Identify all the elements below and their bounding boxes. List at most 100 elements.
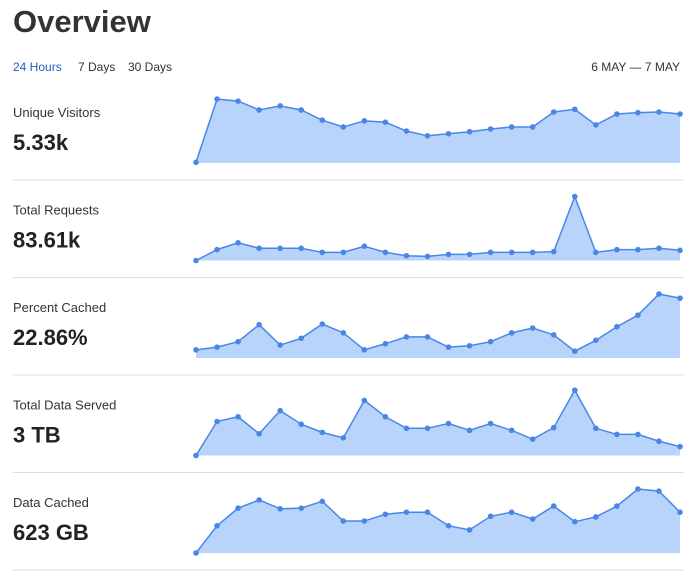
point: [593, 122, 599, 128]
point: [466, 527, 473, 533]
metric-label: Percent Cached: [13, 300, 106, 315]
line: [195, 293, 681, 353]
point: [445, 420, 452, 427]
point: [424, 425, 431, 432]
point: [487, 249, 494, 256]
point: [466, 342, 473, 349]
point: [361, 518, 368, 524]
point: [214, 96, 220, 102]
metric-value: 22.86%: [13, 325, 88, 350]
point: [256, 107, 262, 113]
point: [424, 334, 431, 340]
point: [193, 347, 199, 353]
tab[interactable]: 7 Days: [78, 60, 116, 74]
point: [361, 347, 368, 353]
point: [614, 431, 620, 438]
point: [256, 245, 262, 252]
point: [656, 245, 662, 252]
point: [235, 413, 241, 420]
point: [466, 251, 473, 258]
point: [466, 427, 473, 434]
point: [361, 118, 368, 124]
point: [298, 107, 305, 113]
point: [298, 421, 305, 428]
point: [235, 240, 241, 246]
point: [677, 443, 683, 450]
point: [424, 253, 431, 260]
point: [403, 252, 410, 259]
point: [361, 397, 368, 404]
point: [277, 342, 283, 348]
point: [298, 335, 305, 342]
point: [214, 344, 220, 350]
point: [256, 497, 262, 503]
point: [529, 124, 536, 130]
metric-value: 3 TB: [13, 423, 61, 448]
point: [614, 246, 620, 253]
point: [193, 550, 199, 556]
metric-value: 5.33k: [13, 130, 69, 155]
point: [235, 98, 241, 104]
point: [277, 407, 283, 414]
point: [466, 128, 473, 135]
point: [593, 425, 599, 432]
point: [193, 452, 199, 459]
area: [196, 489, 680, 553]
point: [635, 486, 641, 492]
point: [214, 418, 220, 425]
point: [445, 523, 452, 529]
point: [550, 109, 557, 115]
point: [403, 509, 410, 515]
point: [298, 505, 305, 511]
point: [445, 251, 452, 258]
metric-value: 83.61k: [13, 228, 81, 253]
line: [195, 98, 681, 163]
point: [656, 438, 662, 445]
area: [196, 294, 680, 358]
point: [382, 413, 389, 420]
point: [487, 513, 494, 520]
point: [382, 119, 389, 125]
point: [550, 424, 557, 431]
tab[interactable]: 24 Hours: [13, 60, 62, 74]
point: [508, 330, 515, 336]
point: [340, 518, 347, 524]
tab[interactable]: 30 Days: [128, 60, 173, 74]
point: [382, 249, 389, 256]
point: [256, 430, 262, 437]
point: [277, 103, 283, 109]
point: [277, 245, 283, 252]
point: [529, 436, 536, 442]
point: [571, 106, 578, 113]
point: [214, 246, 220, 253]
point: [656, 109, 662, 115]
point: [550, 503, 557, 509]
point: [424, 133, 431, 139]
point: [319, 117, 326, 123]
point: [656, 291, 662, 297]
point: [193, 257, 199, 264]
point: [445, 130, 452, 137]
point: [635, 312, 641, 318]
point: [635, 246, 641, 253]
point: [445, 344, 452, 350]
metric-value: 623 GB: [13, 520, 89, 545]
point: [298, 245, 305, 252]
point: [403, 128, 410, 134]
point: [319, 249, 326, 256]
point: [319, 321, 326, 327]
point: [656, 488, 662, 494]
point: [340, 435, 347, 441]
metric-label: Total Data Served: [13, 398, 116, 413]
point: [235, 505, 241, 511]
point: [235, 338, 241, 345]
point: [361, 243, 368, 250]
point: [382, 340, 389, 347]
date-range[interactable]: 6 MAY — 7 MAY: [591, 60, 680, 74]
point: [487, 126, 494, 132]
point: [403, 425, 410, 432]
point: [508, 509, 515, 515]
point: [529, 516, 536, 522]
